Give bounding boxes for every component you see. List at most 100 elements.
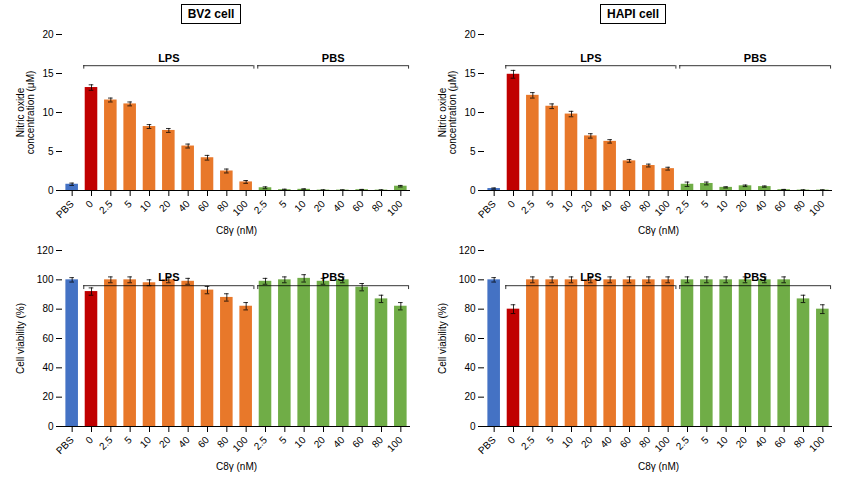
svg-text:Cell viability (%): Cell viability (%) (15, 303, 26, 374)
svg-text:2.5: 2.5 (519, 198, 537, 216)
svg-text:40: 40 (598, 198, 614, 214)
svg-text:60: 60 (196, 198, 212, 214)
svg-text:0: 0 (505, 434, 517, 446)
svg-text:15: 15 (42, 68, 54, 79)
svg-text:40: 40 (42, 362, 54, 373)
svg-text:LPS: LPS (158, 52, 179, 64)
svg-text:100: 100 (459, 274, 476, 285)
svg-text:20: 20 (157, 434, 173, 450)
svg-text:2.5: 2.5 (252, 198, 270, 216)
svg-text:5: 5 (122, 198, 134, 210)
svg-text:LPS: LPS (158, 271, 179, 283)
svg-text:10: 10 (292, 434, 308, 450)
svg-text:10: 10 (464, 107, 476, 118)
svg-text:60: 60 (350, 198, 366, 214)
svg-text:20: 20 (464, 29, 476, 40)
svg-text:40: 40 (176, 434, 192, 450)
svg-text:80: 80 (215, 434, 231, 450)
svg-text:80: 80 (792, 198, 808, 214)
svg-text:C8γ (nM): C8γ (nM) (638, 225, 679, 236)
svg-text:C8γ (nM): C8γ (nM) (638, 461, 679, 472)
svg-text:20: 20 (312, 434, 328, 450)
svg-text:10: 10 (560, 434, 576, 450)
svg-text:2.5: 2.5 (674, 198, 692, 216)
svg-text:100: 100 (807, 434, 827, 454)
svg-text:20: 20 (157, 198, 173, 214)
svg-text:20: 20 (734, 434, 750, 450)
svg-text:10: 10 (560, 198, 576, 214)
svg-text:100: 100 (652, 434, 672, 454)
svg-text:PBS: PBS (54, 434, 76, 456)
svg-text:0: 0 (83, 434, 95, 446)
svg-text:0: 0 (83, 198, 95, 210)
svg-text:20: 20 (312, 198, 328, 214)
svg-text:PBS: PBS (744, 271, 767, 283)
svg-text:0: 0 (48, 421, 54, 432)
svg-text:100: 100 (385, 198, 405, 218)
svg-text:C8γ (nM): C8γ (nM) (216, 225, 257, 236)
svg-text:40: 40 (176, 198, 192, 214)
svg-text:80: 80 (464, 303, 476, 314)
svg-text:80: 80 (370, 198, 386, 214)
svg-text:5: 5 (48, 146, 54, 157)
svg-text:80: 80 (370, 434, 386, 450)
svg-text:20: 20 (42, 29, 54, 40)
svg-text:2.5: 2.5 (97, 198, 115, 216)
svg-text:10: 10 (42, 107, 54, 118)
svg-text:PBS: PBS (744, 52, 767, 64)
svg-text:100: 100 (230, 198, 250, 218)
svg-text:40: 40 (753, 198, 769, 214)
svg-text:PBS: PBS (476, 198, 498, 220)
svg-text:40: 40 (598, 434, 614, 450)
svg-text:120: 120 (37, 245, 54, 256)
svg-text:5: 5 (470, 146, 476, 157)
svg-text:Nitric oxideconcentration (μM): Nitric oxideconcentration (μM) (437, 71, 458, 155)
svg-text:10: 10 (714, 198, 730, 214)
svg-text:100: 100 (230, 434, 250, 454)
svg-text:60: 60 (618, 198, 634, 214)
svg-text:2.5: 2.5 (519, 434, 537, 452)
svg-text:0: 0 (505, 198, 517, 210)
svg-text:80: 80 (637, 434, 653, 450)
svg-text:60: 60 (772, 198, 788, 214)
svg-text:C8γ (nM): C8γ (nM) (216, 461, 257, 472)
svg-text:100: 100 (37, 274, 54, 285)
svg-text:100: 100 (807, 198, 827, 218)
svg-text:20: 20 (464, 391, 476, 402)
svg-text:5: 5 (544, 198, 556, 210)
svg-text:15: 15 (464, 68, 476, 79)
svg-text:20: 20 (42, 391, 54, 402)
svg-text:0: 0 (48, 185, 54, 196)
svg-text:60: 60 (464, 333, 476, 344)
svg-text:LPS: LPS (580, 271, 601, 283)
svg-text:40: 40 (331, 434, 347, 450)
svg-text:PBS: PBS (54, 198, 76, 220)
svg-text:40: 40 (753, 434, 769, 450)
svg-text:2.5: 2.5 (674, 434, 692, 452)
svg-text:Cell viability (%): Cell viability (%) (437, 303, 448, 374)
svg-text:20: 20 (734, 198, 750, 214)
svg-text:PBS: PBS (322, 271, 345, 283)
svg-text:0: 0 (470, 185, 476, 196)
svg-text:60: 60 (350, 434, 366, 450)
svg-text:60: 60 (196, 434, 212, 450)
svg-text:2.5: 2.5 (97, 434, 115, 452)
svg-text:PBS: PBS (476, 434, 498, 456)
svg-text:5: 5 (544, 434, 556, 446)
svg-text:40: 40 (331, 198, 347, 214)
svg-text:PBS: PBS (322, 52, 345, 64)
svg-text:20: 20 (579, 198, 595, 214)
svg-text:20: 20 (579, 434, 595, 450)
svg-text:40: 40 (464, 362, 476, 373)
svg-text:0: 0 (470, 421, 476, 432)
svg-text:80: 80 (637, 198, 653, 214)
svg-text:5: 5 (277, 434, 289, 446)
svg-text:60: 60 (42, 333, 54, 344)
svg-text:Nitric oxideconcentration (μM): Nitric oxideconcentration (μM) (15, 71, 36, 155)
svg-text:100: 100 (652, 198, 672, 218)
svg-text:5: 5 (122, 434, 134, 446)
svg-text:60: 60 (618, 434, 634, 450)
svg-text:2.5: 2.5 (252, 434, 270, 452)
svg-text:100: 100 (385, 434, 405, 454)
svg-text:80: 80 (215, 198, 231, 214)
